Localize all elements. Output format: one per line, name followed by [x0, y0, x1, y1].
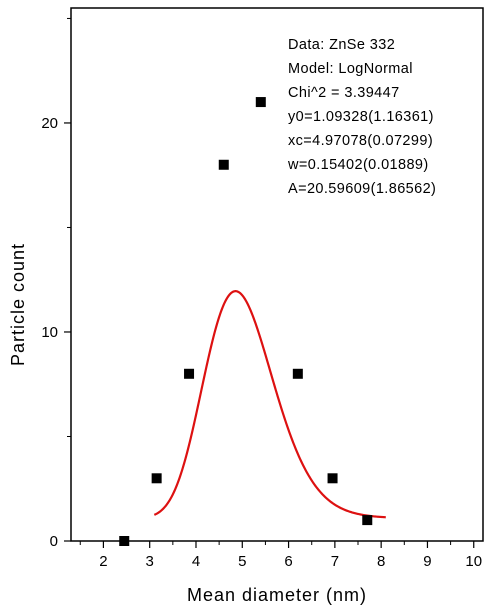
data-point	[151, 473, 162, 484]
fit-annotation-line: Model: LogNormal	[288, 61, 413, 77]
x-tick-label: 8	[377, 553, 385, 570]
x-tick-label: 4	[192, 553, 200, 570]
fit-annotation-line: Data: ZnSe 332	[288, 37, 395, 53]
x-tick-label: 10	[465, 553, 482, 570]
fit-annotation-line: y0=1.09328(1.16361)	[288, 109, 434, 125]
fit-annotations: Data: ZnSe 332 Model: LogNormal Chi^2 = 3.…	[287, 37, 436, 197]
y-tick-label: 0	[50, 533, 58, 550]
x-tick-label: 3	[146, 553, 154, 570]
data-points	[119, 97, 373, 546]
y-axis-ticks: 0 10 20	[41, 17, 71, 550]
data-point	[362, 515, 373, 526]
x-tick-label: 9	[423, 553, 431, 570]
fit-annotation-line: xc=4.97078(0.07299)	[288, 133, 433, 149]
data-point	[255, 97, 266, 108]
plot-frame	[70, 7, 484, 542]
x-tick-label: 5	[238, 553, 246, 570]
data-point	[119, 536, 130, 546]
data-point	[327, 473, 338, 484]
fit-annotation-line: w=0.15402(0.01889)	[287, 157, 429, 173]
x-tick-label: 7	[331, 553, 339, 570]
data-point	[292, 368, 303, 379]
x-axis-ticks: 2 3 4 5 6 7 8 9 10	[79, 541, 482, 570]
x-tick-label: 6	[284, 553, 292, 570]
x-axis-title: Mean diameter (nm)	[187, 585, 367, 605]
data-point	[218, 159, 229, 170]
fit-annotation-line: Chi^2 = 3.39447	[288, 85, 400, 101]
fit-curve	[153, 290, 386, 519]
y-tick-label: 10	[41, 324, 58, 341]
y-axis-title: Particle count	[8, 243, 28, 366]
data-point	[184, 368, 195, 379]
y-tick-label: 20	[41, 115, 58, 132]
x-tick-label: 2	[99, 553, 107, 570]
fit-annotation-line: A=20.59609(1.86562)	[288, 181, 436, 197]
